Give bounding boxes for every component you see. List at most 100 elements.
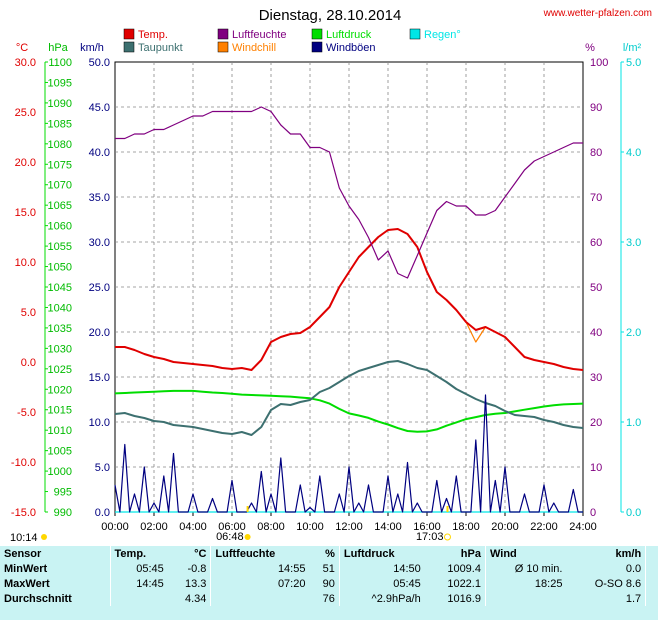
wind-tick-label: 25.0 [89, 282, 110, 294]
header-humidity-unit: % [325, 547, 335, 560]
chart-title: Dienstag, 28.10.2014 [259, 7, 402, 24]
humidity-unit: % [585, 42, 595, 54]
humidity-value: 76 [322, 592, 335, 605]
temp-tick-label: 30.0 [15, 57, 36, 69]
legend-label: Taupunkt [138, 42, 183, 54]
series-line-wind [114, 394, 583, 513]
moonrise-label: 10:14 [10, 532, 38, 544]
wind-tick-label: 50.0 [89, 57, 110, 69]
pressure-tick-label: 1020 [48, 384, 72, 396]
temp-value: 4.34 [184, 592, 207, 605]
x-tick-label: 14:00 [374, 521, 402, 533]
pressure-value: 1016.9 [447, 592, 481, 605]
wind-value: O-SO 8.6 [594, 577, 642, 590]
humidity-tick-label: 0 [590, 507, 596, 519]
rain-tick-label: 5.0 [626, 57, 641, 69]
series-line-pressure [114, 389, 584, 433]
legend-label: Luftdruck [326, 29, 372, 41]
humidity-tick-label: 10 [590, 462, 602, 474]
rain-tick-label: 2.0 [626, 327, 641, 339]
axes: 30.0 25.0 20.0 15.0 10.0 5.0 0.0 -5.0 -10.0 -15.0… [11, 57, 641, 533]
temp-value: -0.8 [187, 562, 207, 575]
temp-tick-label: 0.0 [21, 357, 36, 369]
temp-tick-label: 20.0 [15, 157, 36, 169]
header-wind-unit: km/h [615, 547, 642, 560]
legend-swatch [217, 41, 229, 53]
rain-tick-label: 4.0 [626, 147, 641, 159]
pressure-tick-label: 990 [54, 507, 72, 519]
wind-time: 18:25 [484, 576, 567, 591]
humidity-time: 07:20 [210, 576, 310, 591]
stats-row-max: MaxWert 14:45 13.3 07:20 90 05:45 1022.1… [0, 576, 658, 591]
pressure-tick-label: 1000 [48, 466, 72, 478]
sunset-label: 17:03 [416, 531, 444, 543]
wind-time [484, 591, 567, 606]
header-pressure: Luftdruck [338, 546, 425, 561]
pressure-unit: hPa [48, 42, 68, 54]
humidity-tick-label: 100 [590, 57, 608, 69]
header-pressure-unit: hPa [460, 547, 481, 560]
stats-panel: Sensor Temp. °C Luftfeuchte % Luftdruck … [0, 546, 658, 620]
wind-tick-label: 45.0 [89, 102, 110, 114]
legend-swatch [311, 28, 323, 40]
wind-tick-label: 30.0 [89, 237, 110, 249]
pressure-time: 05:45 [338, 576, 425, 591]
pressure-tick-label: 1050 [48, 262, 72, 274]
humidity-tick-label: 90 [590, 102, 602, 114]
header-humidity: Luftfeuchte [210, 546, 310, 561]
pressure-tick-label: 995 [54, 487, 72, 499]
temp-time: 05:45 [109, 561, 168, 576]
legend-label: Luftfeuchte [232, 29, 286, 41]
wind-tick-label: 40.0 [89, 147, 110, 159]
x-tick-label: 22:00 [530, 521, 558, 533]
stats-row-min: MinWert 05:45 -0.8 14:55 51 14:50 1009.4… [0, 561, 658, 576]
temp-tick-label: -10.0 [11, 457, 36, 469]
row-label: Durchschnitt [4, 592, 72, 605]
humidity-time: 14:55 [210, 561, 310, 576]
rain-unit: l/m² [623, 42, 642, 54]
legend-swatch [409, 28, 421, 40]
weather-chart: Dienstag, 28.10.2014 www.wetter-pfalzen.… [10, 7, 652, 544]
humidity-tick-label: 80 [590, 147, 602, 159]
temp-tick-label: 25.0 [15, 107, 36, 119]
row-label: MinWert [4, 562, 48, 575]
sun-markers: 10:14 06:48 17:03 [10, 506, 451, 544]
pressure-tick-label: 1025 [48, 364, 72, 376]
temp-unit: °C [16, 42, 28, 54]
pressure-tick-label: 1005 [48, 446, 72, 458]
temp-tick-label: -5.0 [17, 407, 36, 419]
wind-time: Ø 10 min. [484, 561, 567, 576]
wind-tick-label: 5.0 [95, 462, 110, 474]
x-tick-label: 08:00 [257, 521, 285, 533]
x-tick-label: 12:00 [335, 521, 363, 533]
series-line-humidity [115, 106, 583, 279]
temp-value: 13.3 [184, 577, 207, 590]
pressure-tick-label: 1040 [48, 302, 72, 314]
legend-swatch [123, 41, 135, 53]
temp-tick-label: 10.0 [15, 257, 36, 269]
rain-tick-label: 3.0 [626, 237, 641, 249]
header-temp: Temp. [109, 546, 168, 561]
wind-value: 0.0 [625, 562, 642, 575]
pressure-tick-label: 1035 [48, 323, 72, 335]
legend-swatch [311, 41, 323, 53]
legend-swatch [217, 28, 229, 40]
x-tick-label: 18:00 [452, 521, 480, 533]
rain-tick-label: 0.0 [626, 507, 641, 519]
series-group [114, 106, 584, 513]
wind-tick-label: 15.0 [89, 372, 110, 384]
legend-swatch [123, 28, 135, 40]
pressure-value: 1009.4 [447, 562, 481, 575]
pressure-tick-label: 1075 [48, 159, 72, 171]
source-link[interactable]: www.wetter-pfalzen.com [543, 8, 652, 19]
pressure-tick-label: 1095 [48, 77, 72, 89]
wind-tick-label: 35.0 [89, 192, 110, 204]
x-tick-label: 06:00 [218, 521, 246, 533]
wind-unit: km/h [80, 42, 104, 54]
pressure-time: 14:50 [338, 561, 425, 576]
moon-icon [41, 534, 47, 540]
sunrise-icon [244, 534, 251, 540]
humidity-tick-label: 60 [590, 237, 602, 249]
sunset-icon [443, 533, 451, 541]
pressure-tick-label: 1065 [48, 200, 72, 212]
